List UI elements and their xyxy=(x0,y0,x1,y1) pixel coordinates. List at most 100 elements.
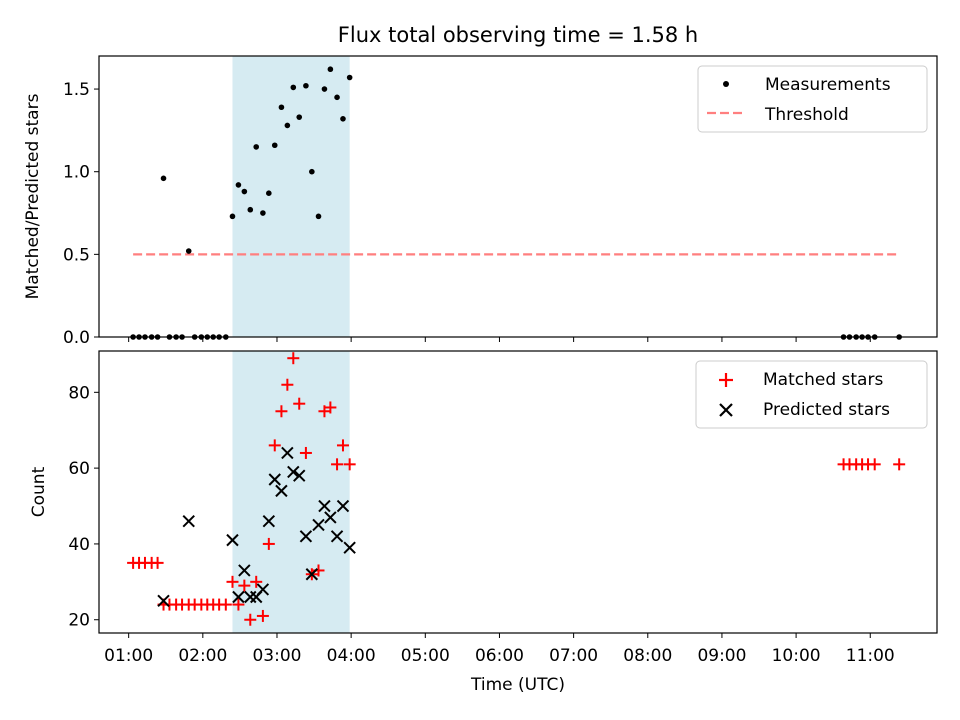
top-legend: Measurements Threshold xyxy=(697,65,928,133)
x-tick-label: 02:00 xyxy=(178,646,227,666)
x-tick-label: 10:00 xyxy=(772,646,821,666)
measurement-point xyxy=(253,144,260,150)
predicted-star-point xyxy=(256,583,270,596)
measurement-point xyxy=(309,168,315,175)
matched-star-point xyxy=(244,613,257,626)
bottom-axes-frame xyxy=(98,350,938,634)
matched-star-point xyxy=(336,439,349,452)
predicted-star-point xyxy=(312,518,325,532)
measurement-point xyxy=(271,142,278,149)
matched-star-point xyxy=(293,397,306,410)
y-tick-label: 0.0 xyxy=(63,328,90,348)
measurements-legend-marker xyxy=(723,81,729,87)
predicted-star-point xyxy=(182,514,195,528)
matched-star-point xyxy=(219,598,232,611)
y-tick-label: 1.0 xyxy=(63,163,90,183)
y-tick-label: 80 xyxy=(68,383,90,403)
matched-stars-legend-marker xyxy=(719,373,733,387)
predicted-star-point xyxy=(336,499,350,513)
measurement-point xyxy=(290,84,297,91)
measurement-point xyxy=(346,74,353,81)
x-tick-label: 08:00 xyxy=(623,646,672,666)
bottom-plot-area xyxy=(127,352,906,626)
measurement-point xyxy=(303,82,309,89)
measurement-point xyxy=(278,104,285,111)
matched-star-point xyxy=(868,458,881,471)
matched-star-point xyxy=(256,609,269,622)
measurement-point xyxy=(340,116,346,122)
matched-star-point xyxy=(299,446,312,459)
y-tick-label: 20 xyxy=(68,611,90,631)
predicted-star-point xyxy=(324,511,337,524)
predicted-star-point xyxy=(268,473,281,486)
bottom-y-axis: 20 40 60 80 xyxy=(68,383,99,631)
matched-star-point xyxy=(268,439,281,452)
top-y-axis: 0.0 0.5 1.0 1.5 xyxy=(63,80,99,348)
matched-star-point xyxy=(238,579,251,592)
measurement-point xyxy=(327,66,334,73)
top-observing-shade xyxy=(232,56,350,337)
matched-star-point xyxy=(287,352,300,365)
top-axes-frame xyxy=(98,55,938,338)
top-legend-box xyxy=(697,65,928,133)
x-tick-label: 04:00 xyxy=(327,646,376,666)
bottom-legend: Matched stars Predicted stars xyxy=(695,360,928,429)
x-tick-label: 11:00 xyxy=(846,646,895,666)
measurement-point xyxy=(321,86,328,92)
bottom-y-axis-label: Count xyxy=(29,466,49,517)
predicted-star-point xyxy=(293,469,306,482)
chart-title: Flux total observing time = 1.58 h xyxy=(338,23,698,47)
top-panel: 0.0 0.5 1.0 1.5 Matched/Predicted stars Mea… xyxy=(23,55,938,348)
measurement-point xyxy=(235,182,242,188)
measurement-point xyxy=(266,190,272,196)
bottom-observing-shade xyxy=(232,351,350,633)
predicted-star-point xyxy=(299,530,313,543)
predicted-stars-legend-label: Predicted stars xyxy=(763,400,890,420)
x-tick-label: 03:00 xyxy=(252,646,301,666)
y-tick-label: 60 xyxy=(68,459,90,479)
matched-star-point xyxy=(226,575,239,588)
matched-star-point xyxy=(893,458,906,471)
measurement-point xyxy=(315,213,322,220)
measurement-point xyxy=(284,122,291,129)
y-tick-label: 40 xyxy=(68,535,90,555)
measurement-point xyxy=(160,175,167,182)
measurement-point xyxy=(229,213,236,220)
measurement-point xyxy=(247,206,254,213)
x-tick-label: 07:00 xyxy=(549,646,598,666)
predicted-star-point xyxy=(287,465,300,479)
x-axis-label: Time (UTC) xyxy=(470,675,565,695)
matched-star-point xyxy=(232,598,245,611)
predicted-star-point xyxy=(281,446,294,460)
measurement-point xyxy=(334,94,340,101)
predicted-star-point xyxy=(330,530,344,543)
matched-star-point xyxy=(343,458,356,471)
matched-stars-legend-label: Matched stars xyxy=(763,370,883,390)
x-tick-label: 09:00 xyxy=(697,646,746,666)
predicted-star-point xyxy=(238,564,251,577)
measurements-legend-label: Measurements xyxy=(765,75,891,95)
measurement-point xyxy=(241,188,248,195)
top-x-axis xyxy=(128,337,871,342)
predicted-star-point xyxy=(262,514,276,528)
matched-star-point xyxy=(281,378,294,391)
matched-star-point xyxy=(331,458,344,471)
y-tick-label: 1.5 xyxy=(63,80,90,100)
predicted-star-point xyxy=(343,541,356,554)
predicted-star-point xyxy=(318,499,331,513)
predicted-star-point xyxy=(157,594,170,607)
bottom-x-axis: 01:00 02:00 03:00 04:00 05:00 06:00 07:00 08:00… xyxy=(104,633,895,666)
predicted-star-point xyxy=(275,484,288,498)
matched-star-point xyxy=(262,537,275,550)
matched-star-point xyxy=(324,401,337,414)
matched-star-point xyxy=(275,405,288,418)
measurement-point xyxy=(260,210,266,216)
predicted-star-point xyxy=(226,533,239,547)
predicted-stars-legend-marker xyxy=(719,403,733,417)
threshold-legend-label: Threshold xyxy=(764,105,849,125)
predicted-star-point xyxy=(305,568,319,581)
x-tick-label: 05:00 xyxy=(401,646,450,666)
matched-star-point xyxy=(250,575,263,588)
